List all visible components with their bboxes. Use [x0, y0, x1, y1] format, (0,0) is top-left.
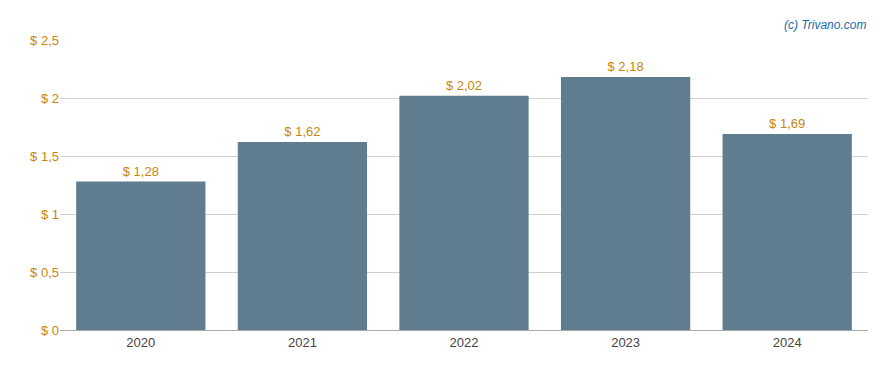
- svg-text:$ 1,69: $ 1,69: [769, 116, 805, 131]
- svg-text:$ 2,18: $ 2,18: [608, 59, 644, 74]
- svg-text:2022: 2022: [450, 335, 479, 350]
- svg-text:2024: 2024: [773, 335, 802, 350]
- svg-text:2021: 2021: [288, 335, 317, 350]
- svg-text:$ 1,28: $ 1,28: [123, 164, 159, 179]
- svg-text:(c) Trivano.com: (c) Trivano.com: [784, 18, 866, 32]
- svg-text:$ 2,5: $ 2,5: [30, 33, 59, 48]
- svg-text:$ 0,5: $ 0,5: [30, 265, 59, 280]
- svg-text:$ 1: $ 1: [41, 207, 59, 222]
- svg-text:2020: 2020: [126, 335, 155, 350]
- svg-text:$ 2: $ 2: [41, 91, 59, 106]
- svg-text:$ 1,62: $ 1,62: [284, 124, 320, 139]
- svg-text:$ 0: $ 0: [41, 323, 59, 338]
- svg-text:2023: 2023: [611, 335, 640, 350]
- svg-text:$ 1,5: $ 1,5: [30, 149, 59, 164]
- svg-text:$ 2,02: $ 2,02: [446, 78, 482, 93]
